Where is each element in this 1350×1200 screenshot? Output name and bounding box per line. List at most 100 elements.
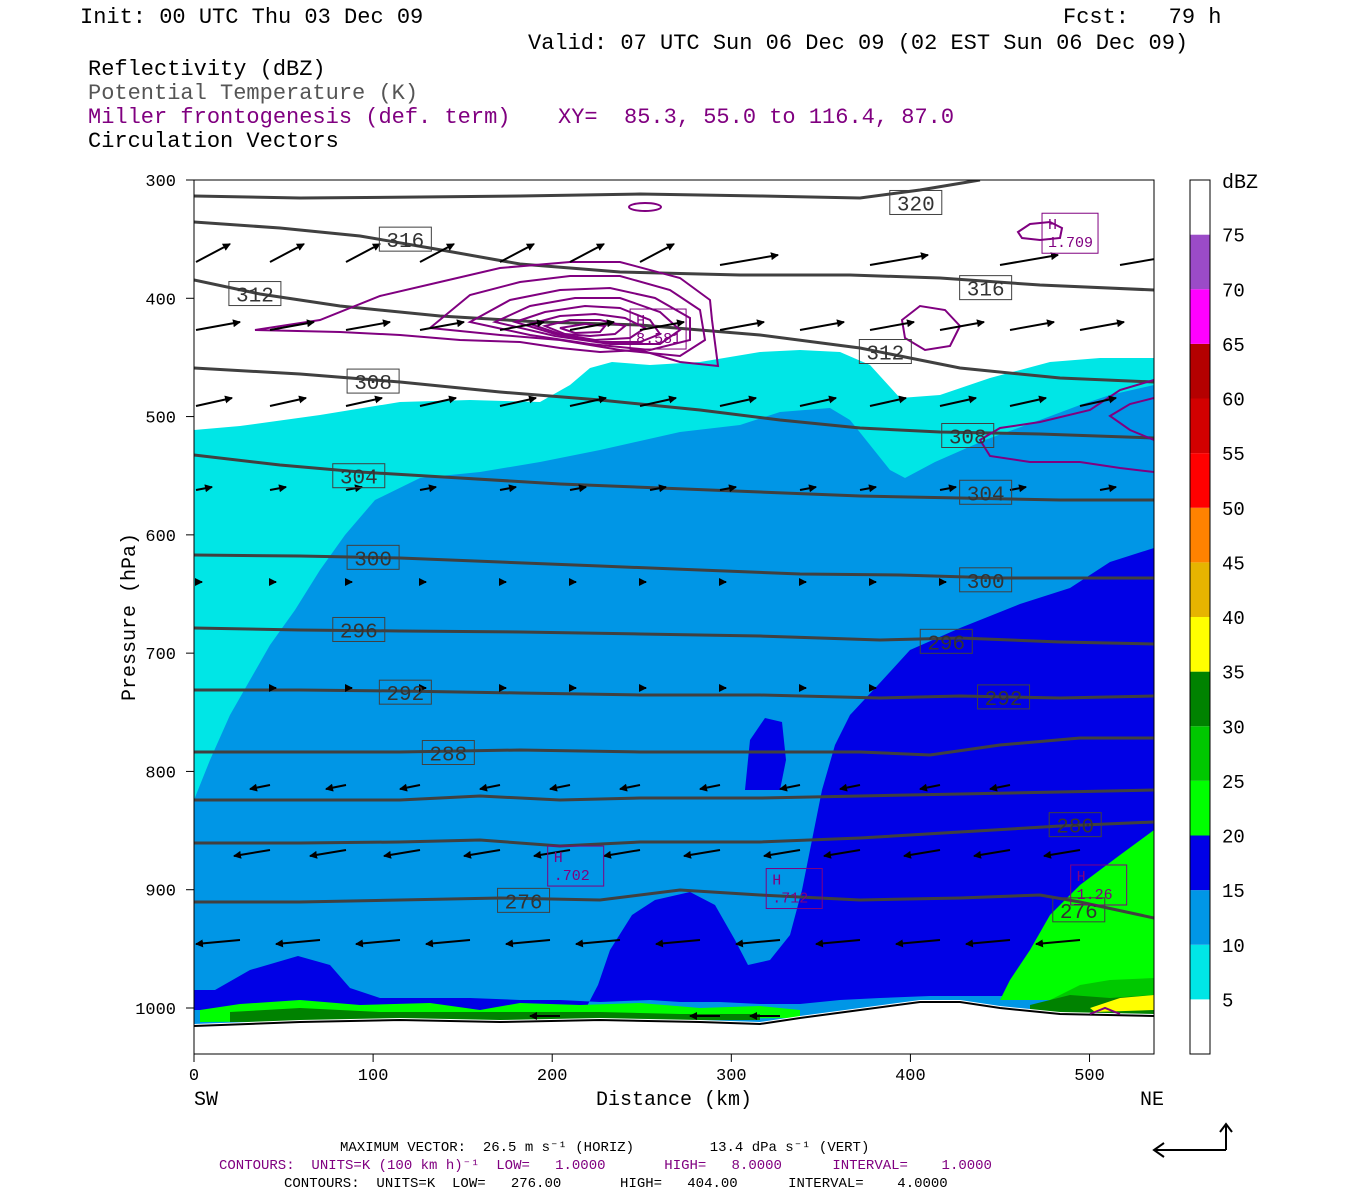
frontogenesis-max-box [629,308,687,350]
circulation-vector [619,783,641,792]
circulation-vector [1119,258,1154,266]
theta-label: 304 [340,468,378,491]
colorbar-swatch [1190,999,1210,1054]
circulation-vector [1009,319,1055,331]
frontogenesis-max-box [1041,212,1099,254]
colorbar-label: 5 [1222,990,1233,1012]
valid-time: Valid: 07 UTC Sun 06 Dec 09 (02 EST Sun … [528,31,1189,56]
circulation-vector [233,849,271,859]
circulation-vector [799,395,837,407]
circulation-vector [639,319,685,331]
reflectivity-15dbz-region [194,548,1154,1010]
reflectivity-fill [194,350,1154,1054]
circulation-vector [869,319,915,331]
theta-contour-288 [194,736,1154,757]
x-axis-left-endpoint: SW [194,1089,218,1112]
init-time: Init: 00 UTC Thu 03 Dec 09 [80,5,424,30]
theta-contour-labels: 320 316 316 312 312 308 308 304 304 300 300 296 296 2… [228,189,1106,925]
theta-label: 276 [505,892,543,915]
frontogenesis-max-value: .712 [772,891,808,908]
circulation-vector [719,252,779,266]
circulation-vector [499,484,517,493]
below-ground-mask [194,1000,1154,1054]
colorbar-label: 25 [1222,772,1245,794]
circulation-vector [1009,395,1047,407]
circulation-vector [1079,319,1125,331]
colorbar-title: dBZ [1222,172,1258,195]
colorbar-swatch [1190,562,1210,617]
frontogenesis-max-box [1070,864,1128,906]
colorbar-label: 75 [1222,226,1245,248]
field-circulation-vectors: Circulation Vectors [88,129,339,154]
theta-label-box [959,567,1013,593]
circulation-vector [919,783,941,792]
theta-label: 312 [866,344,904,367]
frontogenesis-contour-7 [541,319,628,338]
circulation-vector [269,319,315,331]
circulation-vector [325,783,347,792]
theta-contour-284 [194,788,1154,802]
frontogenesis-contour-8 [559,322,607,335]
circulation-vector [719,319,765,331]
circulation-vector [275,939,321,948]
theta-label: 304 [967,484,1005,507]
colorbar-label: 60 [1222,390,1245,412]
colorbar-swatch [1190,780,1210,836]
circulation-vector [779,783,801,792]
colorbar-swatch [1190,944,1210,1000]
circulation-vector [419,395,457,407]
colorbar-swatch [1190,343,1210,399]
theta-label-box [378,679,432,705]
frontogenesis-contour-3 [467,286,691,352]
frontogenesis-contour-small-top [628,202,662,212]
circulation-vector [425,939,471,948]
colorbar-label: 30 [1222,717,1245,739]
field-potential-temperature: Potential Temperature (K) [88,81,419,106]
colorbar-swatch [1190,671,1210,727]
y-tick-label: 900 [145,883,176,902]
frontogenesis-contour-6 [526,312,647,342]
circulation-vector [735,939,781,948]
circulation-vector [345,243,381,263]
circulation-vector [269,484,287,493]
circulation-vector [1009,484,1027,493]
theta-contour-320 [194,180,981,200]
theta-label: 312 [236,286,274,309]
theta-label: 300 [967,572,1005,595]
theta-contour-280 [194,820,1154,848]
colorbar-label: 55 [1222,444,1245,466]
theta-contour-308 [194,366,1154,440]
colorbar-swatch [1190,453,1210,508]
circulation-vector [345,319,391,331]
circulation-vector [1099,484,1117,493]
circulation-vector [603,849,641,859]
colorbar-swatch [1190,234,1210,290]
y-tick-label: 700 [145,646,176,665]
x-tick-label: 100 [358,1067,389,1086]
y-tick-label: 400 [145,291,176,310]
forecast-hour: Fcst: 79 h [1063,5,1222,30]
theta-label-box [228,281,282,307]
cross-section-endpoints: XY= 85.3, 55.0 to 116.4, 87.0 [558,105,955,130]
circulation-vector [269,395,307,407]
frontogenesis-contour-right-edge [978,379,1154,473]
circulation-vector [999,252,1059,266]
theta-label: 296 [340,621,378,644]
circulation-vector [839,783,861,792]
circulation-vector [965,939,1011,948]
reflectivity-15dbz-cell [745,718,786,790]
theta-label: 316 [967,280,1005,303]
x-tick-label: 200 [537,1067,568,1086]
circulation-vector [195,939,241,948]
theta-label: 320 [897,194,935,217]
circulation-vector [569,484,587,493]
circulation-vector [939,395,977,407]
circulation-vector [655,939,701,948]
theta-label: 296 [927,633,965,656]
theta-contour-info: CONTOURS: UNITS=K LOW= 276.00 HIGH= 404.… [284,1176,948,1192]
circulation-vector [719,395,757,407]
circulation-vector [499,319,545,331]
frontogenesis-max-letter: H [772,873,781,890]
x-axis-right-endpoint: NE [1140,1089,1164,1112]
colorbar-frame [1189,179,1211,1055]
